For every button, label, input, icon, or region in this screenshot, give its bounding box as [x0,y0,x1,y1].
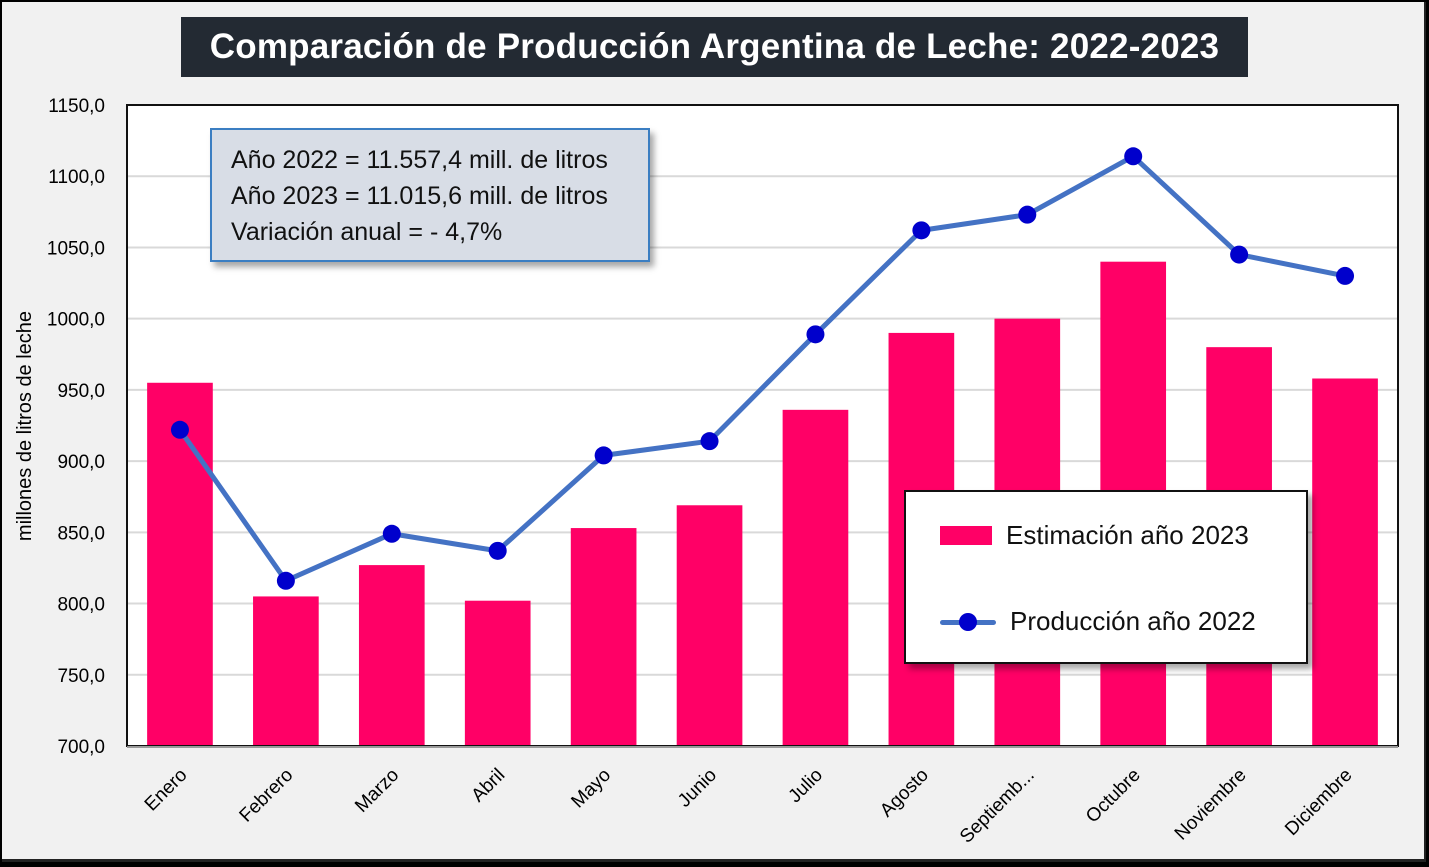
line-point-julio [806,325,825,344]
chart-legend: Estimación año 2023 Producción año 2022 [904,490,1308,664]
line-point-junio [700,432,719,451]
x-tick-label: Enero [141,765,192,816]
x-tick-label: Abril [468,765,510,807]
x-axis-ticks: Enero Febrero Marzo Abril Mayo Junio Julio Agos… [141,765,1357,848]
line-point-mayo [594,446,613,465]
x-tick-label: Agosto [876,765,933,822]
line-path-2022 [177,153,1346,584]
legend-item-2023: Estimación año 2023 [940,520,1249,551]
bar-junio [676,505,743,746]
chart-title-box: Comparación de Producción Argentina de L… [181,17,1248,77]
y-tick-label: 1050,0 [47,238,105,259]
x-tick-label: Septiemb... [956,765,1039,848]
legend-marker-icon [959,612,977,631]
summary-line-2023: Año 2023 = 11.015,6 mill. de litros [231,182,608,210]
legend-bar-swatch [940,526,992,545]
x-tick-label: Junio [674,765,721,812]
x-tick-label: Octubre [1082,765,1145,828]
line-point-abril [488,541,507,560]
y-tick-label: 1150,0 [48,96,105,117]
y-tick-label: 800,0 [57,595,105,616]
bar-abril [464,600,531,746]
legend-item-2022: Producción año 2022 [940,606,1256,637]
legend-line-swatch [940,612,996,632]
line-point-febrero [276,571,295,590]
line-point-noviembre [1230,245,1249,264]
y-tick-label: 850,0 [57,523,105,544]
x-tick-label: Noviembre [1171,765,1251,845]
y-tick-label: 1000,0 [47,310,105,331]
bar-febrero [253,596,319,746]
bar-mayo [570,528,637,746]
x-tick-label: Febrero [236,765,298,827]
line-point-diciembre [1336,266,1355,285]
bar-diciembre [1312,378,1378,746]
x-tick-label: Marzo [351,765,403,817]
line-series-2022 [170,147,1355,590]
line-point-enero [170,420,189,439]
line-point-octubre [1124,147,1143,166]
y-tick-label: 750,0 [57,666,105,687]
x-tick-label: Julio [785,765,827,807]
x-tick-label: Diciembre [1281,765,1356,840]
line-point-septiemb [1018,205,1037,224]
bar-julio [782,409,849,746]
summary-line-variation: Variación anual = - 4,7% [231,218,503,246]
chart-title: Comparación de Producción Argentina de L… [209,27,1220,66]
summary-line-2022: Año 2022 = 11.557,4 mill. de litros [231,146,608,174]
bar-marzo [358,565,425,746]
bar-enero [147,382,213,746]
bar-series-2023 [147,261,1378,746]
y-axis-title: millones de litros de leche [14,311,36,541]
legend-label-2023: Estimación año 2023 [1006,520,1249,550]
legend-label-2022: Producción año 2022 [1010,606,1256,636]
line-point-marzo [382,524,401,543]
y-tick-label: 950,0 [57,381,105,402]
y-tick-label: 900,0 [57,452,105,473]
y-tick-label: 700,0 [57,737,105,758]
line-point-agosto [912,221,931,240]
summary-annotation-box: Año 2022 = 11.557,4 mill. de litros Año … [210,128,650,262]
x-tick-label: Mayo [567,765,615,813]
y-tick-label: 1100,0 [48,167,105,188]
y-axis-ticks: 700,0 750,0 800,0 850,0 900,0 950,0 1000,0 1050… [47,96,105,758]
